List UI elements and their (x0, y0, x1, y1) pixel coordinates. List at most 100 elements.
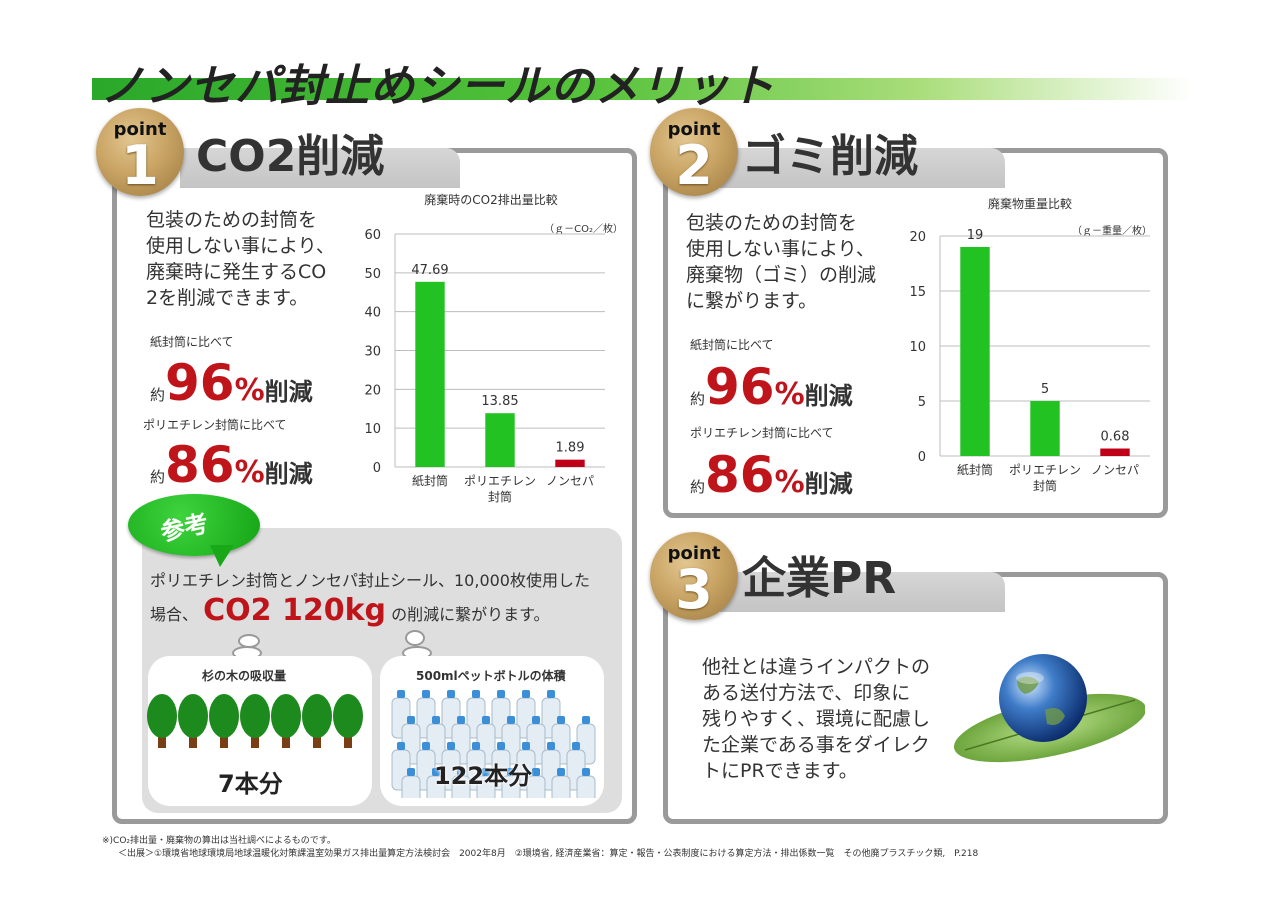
bottle-cap (482, 716, 490, 724)
bottle (551, 775, 571, 798)
co2-description: 包装のための封筒を 使用しない事により、 廃棄時に発生するCO 2を削減できます… (146, 209, 335, 309)
bottle-cap (472, 690, 480, 698)
chart-unit-label: （ｇ－重量／枚） (1072, 224, 1152, 237)
bottle-cap (407, 768, 415, 776)
data-label: 13.85 (481, 394, 518, 409)
pr-section-title: 企業PR (742, 553, 897, 604)
pr-description: 他社とは違うインパクトの ある送付方法で、印象に 残りやすく、環境に配慮し た企… (702, 656, 931, 782)
x-tick-label: ノンセパ (1091, 463, 1139, 477)
bottles-card-title: 500mlペットボトルの体積 (416, 669, 566, 683)
point-label: point (667, 119, 721, 140)
reference-bubble-tail (210, 545, 234, 567)
tree-trunk (220, 730, 228, 748)
bottle-cap (557, 716, 565, 724)
x-tick-label: 紙封筒 (412, 473, 448, 488)
waste-weight-chart: 廃棄物重量比較（ｇ－重量／枚） 0 5 10 15 20 19 紙封筒 5 ポリエチレン封筒 0.6… (909, 196, 1152, 493)
tree-trunk (282, 730, 290, 748)
y-tick-label: 15 (909, 285, 926, 300)
point-1-badge: point 1 (96, 108, 184, 197)
bottle-cap (457, 768, 465, 776)
point-3-badge: point 3 (650, 532, 738, 621)
compare-poly-label: ポリエチレン封筒に比べて (143, 418, 287, 432)
earth-on-leaf-illustration (953, 654, 1145, 763)
y-tick-label: 0 (918, 450, 926, 465)
bar (960, 247, 990, 456)
pr-tab (720, 572, 1005, 612)
waste-section-title: ゴミ削減 (742, 131, 918, 182)
bottle-cap (572, 742, 580, 750)
y-tick-label: 20 (909, 230, 926, 245)
x-tick-label: 封筒 (488, 489, 512, 504)
x-tick-label: 封筒 (1033, 478, 1057, 493)
x-tick-label: ポリエチレン (464, 474, 536, 488)
bottle-cap (407, 716, 415, 724)
chart-title: 廃棄物重量比較 (988, 196, 1072, 211)
chart-unit-label: （ｇ－CO₂／枚） (544, 222, 623, 235)
bottle-cap (447, 690, 455, 698)
bottle-cap (457, 716, 465, 724)
y-tick-label: 50 (364, 267, 381, 282)
bar (1100, 448, 1130, 456)
chart-title: 廃棄時のCO2排出量比較 (424, 192, 557, 207)
reduction-vs-paper: 約96%削減 (150, 354, 313, 412)
bar (1030, 401, 1060, 456)
bottle-cap (547, 690, 555, 698)
page-title: ノンセパ封止めシールのメリット (100, 61, 775, 112)
tree-crown (271, 694, 301, 738)
bottle-cap (397, 690, 405, 698)
cedar-trees-illustration (147, 694, 363, 748)
compare-paper-label: 紙封筒に比べて (150, 335, 234, 349)
bar (555, 459, 585, 467)
tree-trunk (251, 730, 259, 748)
reference-speech-bubble (128, 494, 260, 556)
thought-bubble-large (405, 630, 425, 646)
data-label: 0.68 (1101, 430, 1130, 445)
bottle (576, 775, 596, 798)
point-label: point (113, 119, 167, 140)
bottle-cap (472, 742, 480, 750)
bottle-cap (422, 690, 430, 698)
bottle-cap (497, 742, 505, 750)
bottle-cap (547, 742, 555, 750)
y-tick-label: 5 (918, 395, 926, 410)
tree-trunk (344, 730, 352, 748)
tree-crown (209, 694, 239, 738)
bottle-cap (447, 742, 455, 750)
point-number: 1 (121, 134, 159, 197)
bottle-cap (432, 716, 440, 724)
bottle-cap (397, 742, 405, 750)
trees-count: 7本分 (218, 770, 283, 798)
tree-crown (240, 694, 270, 738)
co2-tab (180, 148, 460, 188)
data-label: 19 (967, 228, 984, 243)
bottle-cap (432, 768, 440, 776)
tree-crown (147, 694, 177, 738)
bottle-cap (522, 742, 530, 750)
tree-crown (333, 694, 363, 738)
bottles-count: 122本分 (434, 762, 533, 790)
compare-paper-label: 紙封筒に比べて (690, 338, 774, 352)
x-tick-label: ポリエチレン (1009, 463, 1081, 477)
co2-section-title: CO2削減 (196, 131, 385, 182)
point-2-badge: point 2 (650, 108, 738, 197)
waste-tab (720, 148, 1005, 188)
bar (485, 413, 515, 467)
data-label: 47.69 (411, 263, 448, 278)
point-label: point (667, 543, 721, 564)
footnote-note: ※)CO₂排出量・廃棄物の算出は当社調べによるものです。 (102, 836, 336, 846)
reference-text: ポリエチレン封筒とノンセパ封止シール、10,000枚使用した 場合、 CO2 1… (150, 571, 590, 628)
x-tick-label: ノンセパ (546, 474, 594, 488)
bottle-cap (482, 768, 490, 776)
footnote-source: ＜出展＞①環境省地球環境局地球温暖化対策課温室効果ガス排出量算定方法検討会 20… (118, 849, 979, 859)
tree-trunk (313, 730, 321, 748)
waste-description: 包装のための封筒を 使用しない事により、 廃棄物（ゴミ）の削減 に繋がります。 (686, 212, 877, 312)
bottle-cap (532, 768, 540, 776)
tree-trunk (158, 730, 166, 748)
y-tick-label: 0 (373, 461, 381, 476)
trees-card-title: 杉の木の吸収量 (202, 669, 287, 683)
bottle-cap (507, 768, 515, 776)
point-number: 3 (675, 558, 713, 621)
y-tick-label: 10 (364, 422, 381, 437)
reduction-vs-paper: 約96%削減 (690, 358, 853, 416)
bottle-cap (557, 768, 565, 776)
